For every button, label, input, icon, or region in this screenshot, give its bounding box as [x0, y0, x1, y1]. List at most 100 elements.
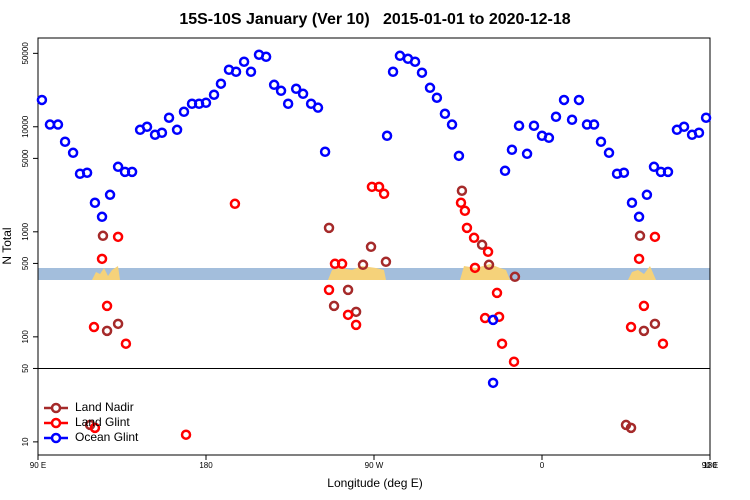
point: [455, 197, 467, 209]
legend-label: Ocean Glint: [75, 430, 139, 444]
point: [487, 377, 499, 389]
chart-title: 15S-10S January (Ver 10) 2015-01-01 to 2…: [179, 11, 570, 28]
point: [323, 222, 335, 234]
point: [342, 309, 354, 321]
y-tick-label: 50000: [21, 42, 30, 65]
point: [459, 205, 471, 217]
point: [381, 130, 393, 142]
point: [528, 120, 540, 131]
map-band: [38, 264, 710, 280]
point: [156, 127, 168, 139]
point: [126, 166, 138, 178]
point: [662, 166, 674, 178]
point: [641, 189, 653, 201]
point: [424, 82, 436, 94]
point: [81, 167, 93, 178]
point: [506, 144, 518, 156]
y-axis-label: N Total: [0, 227, 14, 264]
point: [260, 51, 272, 63]
point: [178, 106, 190, 117]
point: [36, 94, 48, 106]
point: [101, 325, 113, 337]
point: [120, 338, 132, 349]
point: [521, 148, 533, 160]
point: [468, 232, 480, 244]
point: [88, 321, 100, 333]
point: [496, 338, 508, 349]
point: [328, 300, 340, 312]
point: [59, 136, 71, 148]
point: [89, 422, 101, 434]
point: [378, 188, 390, 200]
point: [200, 97, 212, 108]
point: [491, 287, 503, 299]
point: [439, 108, 451, 120]
x-tick-label: 90 E: [702, 461, 718, 470]
point: [588, 119, 600, 130]
point: [52, 119, 64, 130]
point: [323, 284, 335, 296]
point: [456, 185, 468, 196]
point: [238, 56, 250, 67]
point: [96, 253, 108, 265]
point: [229, 198, 241, 210]
point: [104, 189, 116, 201]
point: [483, 259, 495, 271]
point: [469, 262, 481, 274]
point: [566, 114, 578, 126]
point: [141, 121, 153, 133]
point: [479, 312, 491, 324]
y-tick-label: 10000: [21, 115, 30, 138]
point: [508, 356, 520, 367]
point: [626, 197, 638, 209]
y-tick-label: 500: [21, 256, 30, 270]
point: [89, 197, 101, 209]
point: [618, 167, 630, 178]
y-tick-label: 5000: [21, 149, 30, 167]
point: [230, 66, 242, 78]
legend-marker: [50, 402, 62, 414]
point: [461, 222, 473, 234]
point: [657, 338, 669, 349]
point: [163, 112, 175, 123]
point: [409, 56, 421, 67]
x-tick-label: 90 W: [365, 461, 384, 470]
point: [336, 258, 348, 270]
point: [603, 147, 615, 159]
point: [67, 147, 79, 159]
point: [678, 121, 690, 133]
point: [633, 211, 645, 223]
point: [365, 241, 377, 253]
legend-label: Land Nadir: [75, 400, 134, 414]
point: [633, 253, 645, 265]
point: [373, 181, 385, 193]
point: [319, 146, 331, 158]
point: [297, 88, 309, 100]
x-tick-label: 180: [199, 461, 213, 470]
point: [558, 94, 570, 106]
point: [649, 318, 661, 330]
point: [634, 230, 646, 242]
point: [350, 319, 362, 331]
point: [700, 112, 712, 123]
point: [268, 79, 280, 91]
point: [573, 94, 585, 106]
point: [245, 66, 257, 78]
legend-label: Land Glint: [75, 415, 130, 429]
land-shape: [92, 266, 120, 280]
land-shape: [628, 266, 656, 280]
point: [487, 314, 499, 326]
point: [649, 231, 661, 243]
point: [499, 165, 511, 177]
y-tick-label: 50: [21, 363, 30, 372]
point: [342, 284, 354, 296]
point: [625, 321, 637, 333]
y-tick-label: 100: [21, 330, 30, 344]
x-tick-label: 90 E: [30, 461, 46, 470]
point: [112, 161, 124, 173]
legend-marker: [50, 432, 62, 444]
point: [312, 102, 324, 113]
point: [387, 66, 399, 78]
point: [380, 256, 392, 268]
